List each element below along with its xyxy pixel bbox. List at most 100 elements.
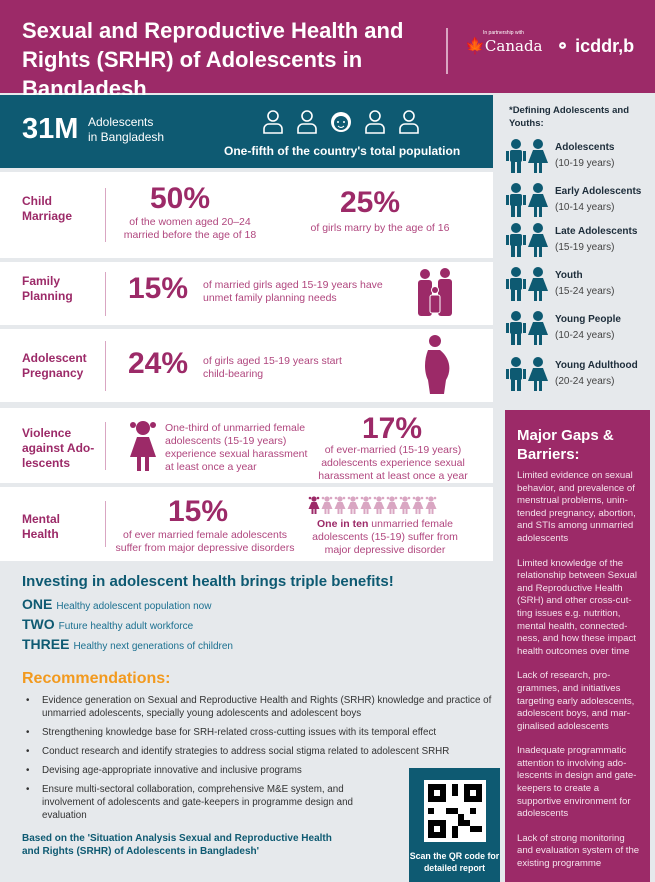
gap-item: Limited knowledge of the relationship be… xyxy=(517,557,638,657)
stat-text: of married girls aged 15-19 years have u… xyxy=(203,279,383,304)
gap-item: Lack of strong monitoring and evaluation… xyxy=(517,832,640,870)
children-icon xyxy=(505,183,549,217)
divider xyxy=(105,272,106,316)
stat-value: 15% xyxy=(128,272,189,305)
qr-caption: Scan the QR code for detailed report xyxy=(409,851,500,873)
person-icon xyxy=(365,110,385,134)
stat-text: One-third of unmarried female adolescent… xyxy=(165,422,308,473)
adolescent-face-icon xyxy=(331,112,351,132)
recommendation-item: Evidence generation on Sexual and Reprod… xyxy=(26,694,502,720)
benefit-item: ONE Healthy adolescent population now xyxy=(22,596,394,612)
children-icon xyxy=(505,267,549,301)
benefit-item: THREE Healthy next generations of childre… xyxy=(22,636,394,652)
girl-icon xyxy=(425,496,437,514)
stat-value: 15% xyxy=(168,495,229,528)
adolescent-count: 31M xyxy=(22,113,79,145)
benefit-text: Healthy next generations of children xyxy=(73,641,233,652)
benefit-num: TWO xyxy=(22,616,55,632)
org-name: icddr,b xyxy=(575,36,635,56)
recommendations-section: Recommendations: Evidence generation on … xyxy=(22,670,502,828)
stat-text: of girls aged 15-19 years start child-be… xyxy=(203,355,342,380)
benefit-item: TWO Future healthy adult workforce xyxy=(22,616,394,632)
partner-name: Canada xyxy=(484,37,543,55)
definition-label: Youth xyxy=(555,269,583,281)
benefit-text: Future healthy adult workforce xyxy=(58,621,194,632)
icddrb-icon: ⚬ xyxy=(555,36,571,56)
stat-text: of ever married female adolescents suffe… xyxy=(115,529,295,554)
children-icon xyxy=(505,139,549,173)
qr-box[interactable]: Scan the QR code for detailed report xyxy=(409,768,500,882)
qr-code-icon[interactable] xyxy=(423,780,486,842)
stat-row-violence: Violence against Ado-lescents One-third … xyxy=(0,408,493,483)
definition-range: (15-19 years) xyxy=(555,241,615,253)
children-icon xyxy=(505,311,549,345)
category-label: Family Planning xyxy=(22,274,73,303)
benefit-text: Healthy adolescent population now xyxy=(56,601,212,612)
category-label: Mental Health xyxy=(22,512,61,541)
definition-item: Early Adolescents (10-14 years) xyxy=(505,183,641,217)
stat-row-adolescent-pregnancy: Adolescent Pregnancy 24% of girls aged 1… xyxy=(0,329,493,402)
one-fifth-pictogram xyxy=(262,109,420,135)
header: Sexual and Reproductive Health and Right… xyxy=(0,0,655,101)
partner-small: In partnership with xyxy=(483,30,524,36)
pregnant-woman-icon xyxy=(425,335,450,394)
girl-icon xyxy=(347,496,359,514)
person-icon xyxy=(263,110,283,134)
girl-icon xyxy=(412,496,424,514)
category-label: Child Marriage xyxy=(22,194,73,223)
benefits-title: Investing in adolescent health brings tr… xyxy=(22,573,394,590)
population-caption: One-fifth of the country's total populat… xyxy=(224,144,461,158)
family-icon xyxy=(418,268,452,316)
recommendation-item: Ensure multi-sectoral collaboration, com… xyxy=(26,783,372,822)
category-label: Adolescent Pregnancy xyxy=(22,351,87,380)
children-icon xyxy=(505,357,549,391)
gap-item: Inadequate programmatic attention to inv… xyxy=(517,745,637,820)
icddrb-logo: ⚬ icddr,b xyxy=(555,36,634,57)
definition-range: (20-24 years) xyxy=(555,375,615,387)
source-note: Based on the 'Situation Analysis Sexual … xyxy=(22,833,332,857)
definition-item: Youth (15-24 years) xyxy=(505,267,614,301)
divider xyxy=(105,501,106,547)
definition-label: Early Adolescents xyxy=(555,185,642,197)
girl-icon xyxy=(386,496,398,514)
children-icon xyxy=(505,223,549,257)
label-line1: Adolescents xyxy=(88,115,154,129)
stat-value: 25% xyxy=(340,186,401,219)
girl-icon xyxy=(308,496,320,514)
divider xyxy=(105,341,106,391)
page-title: Sexual and Reproductive Health and Right… xyxy=(22,18,404,101)
definition-item: Late Adolescents (15-19 years) xyxy=(505,223,637,257)
divider xyxy=(446,28,448,74)
definition-item: Adolescents (10-19 years) xyxy=(505,139,614,173)
label-line2: in Bangladesh xyxy=(88,130,165,144)
girl-icon xyxy=(334,496,346,514)
definition-label: Adolescents xyxy=(555,141,615,153)
count-label: Adolescents in Bangladesh xyxy=(88,115,164,145)
one-in-ten-pictogram xyxy=(308,496,437,514)
category-label: Violence against Ado-lescents xyxy=(22,426,95,470)
summary-band: 31M Adolescents in Bangladesh One-fifth o… xyxy=(0,95,493,168)
divider xyxy=(105,188,106,242)
stat-text: of ever-married (15-19 years) adolescent… xyxy=(318,444,468,482)
stat-value: 24% xyxy=(128,347,189,380)
benefit-num: ONE xyxy=(22,596,53,612)
person-icon xyxy=(399,110,419,134)
definition-label: Young People xyxy=(555,313,621,325)
definition-label: Late Adolescents xyxy=(555,225,638,237)
definition-range: (15-24 years) xyxy=(555,285,615,297)
person-icon xyxy=(297,110,317,134)
recommendations-title: Recommendations: xyxy=(22,670,171,687)
gap-item: Lack of research, pro-grammes, and initi… xyxy=(517,670,635,732)
divider xyxy=(105,422,106,470)
girl-icon xyxy=(399,496,411,514)
girl-icon xyxy=(373,496,385,514)
gap-item: Limited evidence on sexual behavior, and… xyxy=(517,470,636,544)
girl-icon xyxy=(130,421,156,471)
canada-logo: In partnership with 🍁Canada xyxy=(465,30,543,55)
stat-value: 50% xyxy=(150,182,211,215)
stat-value: 17% xyxy=(362,412,423,445)
benefit-num: THREE xyxy=(22,636,70,652)
girl-icon xyxy=(321,496,333,514)
stat-row-mental-health: Mental Health 15% of ever married female… xyxy=(0,487,493,561)
recommendation-item: Devising age-appropriate innovative and … xyxy=(26,764,502,777)
